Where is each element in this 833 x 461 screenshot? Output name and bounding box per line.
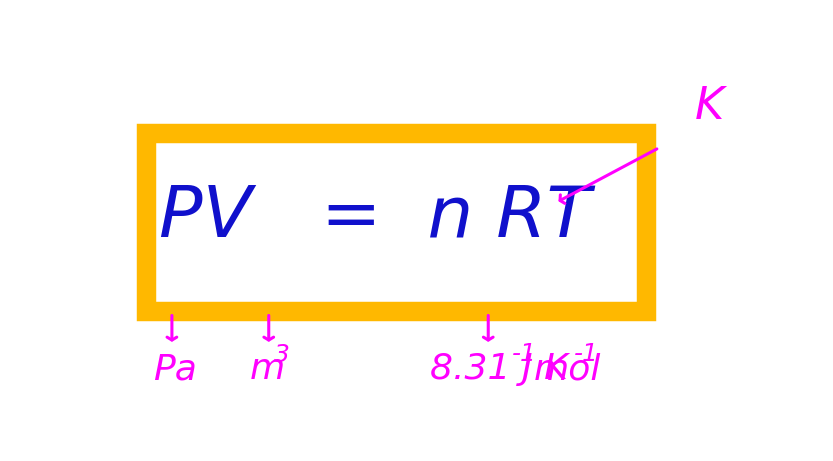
FancyBboxPatch shape <box>146 133 646 311</box>
Text: mol: mol <box>533 353 601 386</box>
Text: m: m <box>249 353 285 386</box>
Text: -1: -1 <box>512 342 537 366</box>
Text: PV   =  n RT: PV = n RT <box>159 183 591 251</box>
Text: Pa: Pa <box>152 353 197 386</box>
Text: 8.31 J K: 8.31 J K <box>430 353 568 386</box>
Text: 3: 3 <box>274 343 290 367</box>
Text: K: K <box>695 85 724 128</box>
Text: -1: -1 <box>574 342 599 366</box>
